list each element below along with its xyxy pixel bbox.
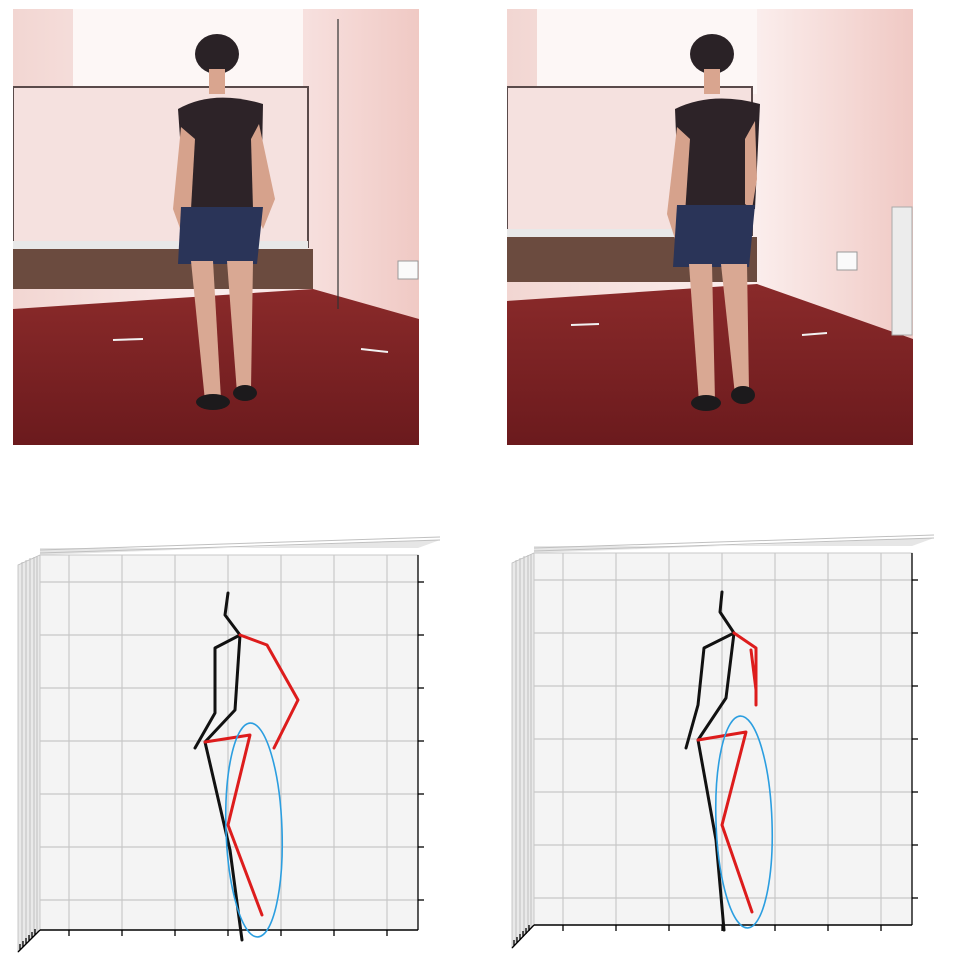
screen-bottom-bar <box>507 229 752 237</box>
axis-ticks <box>17 581 424 953</box>
highlight-ellipse <box>224 722 284 938</box>
left-leg <box>689 264 715 402</box>
neck <box>704 69 720 94</box>
floor-tape-mark <box>360 348 389 353</box>
scene-image-right <box>507 9 913 445</box>
wall-socket <box>836 251 858 271</box>
under-screen-area <box>13 249 313 289</box>
right-leg-bone <box>696 730 754 914</box>
left-shoe <box>196 394 230 410</box>
right-leg-bone <box>203 733 264 917</box>
right-leg <box>227 261 253 393</box>
pose-plot-left-svg <box>17 536 441 953</box>
side-pane-lines <box>21 536 441 948</box>
head-neck-bone <box>718 590 736 635</box>
head <box>690 34 734 74</box>
side-pane-lines <box>515 534 935 944</box>
shirt <box>178 97 263 209</box>
floor-tape-mark <box>570 323 600 326</box>
grid-lines <box>534 553 912 925</box>
right-arm <box>745 121 757 209</box>
right-shoe <box>731 386 755 404</box>
shorts <box>673 205 755 267</box>
left-arm <box>173 127 195 231</box>
photo-frame-left <box>13 9 419 445</box>
pose-plot-right-svg <box>511 534 935 949</box>
skeleton <box>684 590 758 932</box>
axis-ticks <box>511 579 918 949</box>
grid-lines <box>40 555 418 930</box>
pose-plot-right <box>506 520 946 960</box>
photo-frame-right <box>507 9 913 445</box>
right-arm <box>251 124 275 229</box>
left-shoe <box>691 395 721 411</box>
floor-tape-mark <box>112 338 144 341</box>
right-forearm-bone <box>749 648 758 692</box>
radiator <box>891 206 913 336</box>
left-leg <box>191 261 221 401</box>
screen-bottom-bar <box>13 241 308 249</box>
highlight-ellipse <box>714 715 774 929</box>
shorts <box>178 207 263 264</box>
neck <box>209 69 225 94</box>
left-arm-bone <box>684 631 736 750</box>
shirt <box>675 98 760 209</box>
back-light <box>73 9 303 94</box>
axes-panes <box>17 536 441 953</box>
right-leg <box>721 264 749 395</box>
floor-tape-mark <box>801 332 828 336</box>
head <box>195 34 239 74</box>
skeleton <box>193 591 300 942</box>
pose-plot-left <box>10 520 450 960</box>
person <box>667 34 760 411</box>
right-shoe <box>233 385 257 401</box>
wall-socket <box>397 260 419 280</box>
left-arm-bone <box>193 633 242 750</box>
person <box>173 34 275 410</box>
scene-image-left <box>13 9 419 445</box>
right-arm-bone <box>238 633 300 750</box>
head-neck-bone <box>223 591 242 637</box>
